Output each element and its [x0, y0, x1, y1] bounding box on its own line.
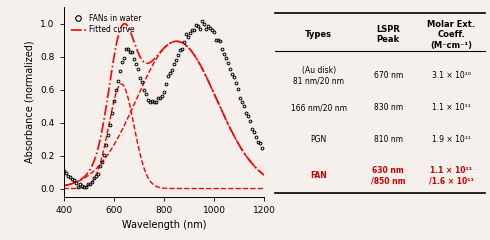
Line: FANs in water: FANs in water — [62, 20, 264, 188]
Fitted curve — [173, 40, 179, 43]
Fitted curve — [73, 181, 79, 184]
Text: PGN: PGN — [311, 135, 327, 144]
FANs in water — [109, 111, 115, 114]
Text: 1.1 × 10¹¹
/1.6 × 10¹¹: 1.1 × 10¹¹ /1.6 × 10¹¹ — [429, 166, 474, 186]
FANs in water — [247, 119, 253, 122]
Legend: FANs in water, Fitted curve: FANs in water, Fitted curve — [68, 11, 145, 37]
Fitted curve — [183, 44, 189, 47]
FANs in water — [83, 185, 89, 188]
Text: Molar Ext.
Coeff.
(M⁻cm⁻¹): Molar Ext. Coeff. (M⁻cm⁻¹) — [427, 20, 475, 50]
Fitted curve — [234, 139, 240, 142]
Text: 630 nm
/850 nm: 630 nm /850 nm — [371, 166, 406, 186]
FANs in water — [165, 75, 171, 78]
X-axis label: Wavelength (nm): Wavelength (nm) — [122, 220, 206, 230]
FANs in water — [199, 20, 205, 23]
FANs in water — [101, 154, 107, 157]
Text: Types: Types — [305, 30, 332, 39]
Text: 3.1 × 10¹⁰: 3.1 × 10¹⁰ — [432, 71, 471, 80]
Text: 1.9 × 10¹¹: 1.9 × 10¹¹ — [432, 135, 471, 144]
Text: 810 nm: 810 nm — [374, 135, 403, 144]
Text: 830 nm: 830 nm — [374, 103, 403, 112]
Fitted curve — [213, 96, 219, 99]
Y-axis label: Absorbance (normalized): Absorbance (normalized) — [24, 41, 35, 163]
Text: LSPR
Peak: LSPR Peak — [376, 25, 400, 44]
Text: FAN: FAN — [310, 171, 327, 180]
FANs in water — [260, 146, 266, 149]
Text: (Au disk)
81 nm/20 nm: (Au disk) 81 nm/20 nm — [293, 66, 344, 85]
Text: 1.1 × 10¹¹: 1.1 × 10¹¹ — [432, 103, 471, 112]
FANs in water — [253, 136, 259, 138]
Text: 670 nm: 670 nm — [373, 71, 403, 80]
FANs in water — [61, 169, 67, 172]
Text: 166 nm/20 nm: 166 nm/20 nm — [291, 103, 347, 112]
Line: Fitted curve: Fitted curve — [64, 41, 264, 186]
Fitted curve — [61, 184, 67, 187]
Fitted curve — [177, 41, 183, 43]
FANs in water — [181, 40, 187, 43]
Fitted curve — [189, 50, 195, 53]
Fitted curve — [261, 174, 267, 177]
